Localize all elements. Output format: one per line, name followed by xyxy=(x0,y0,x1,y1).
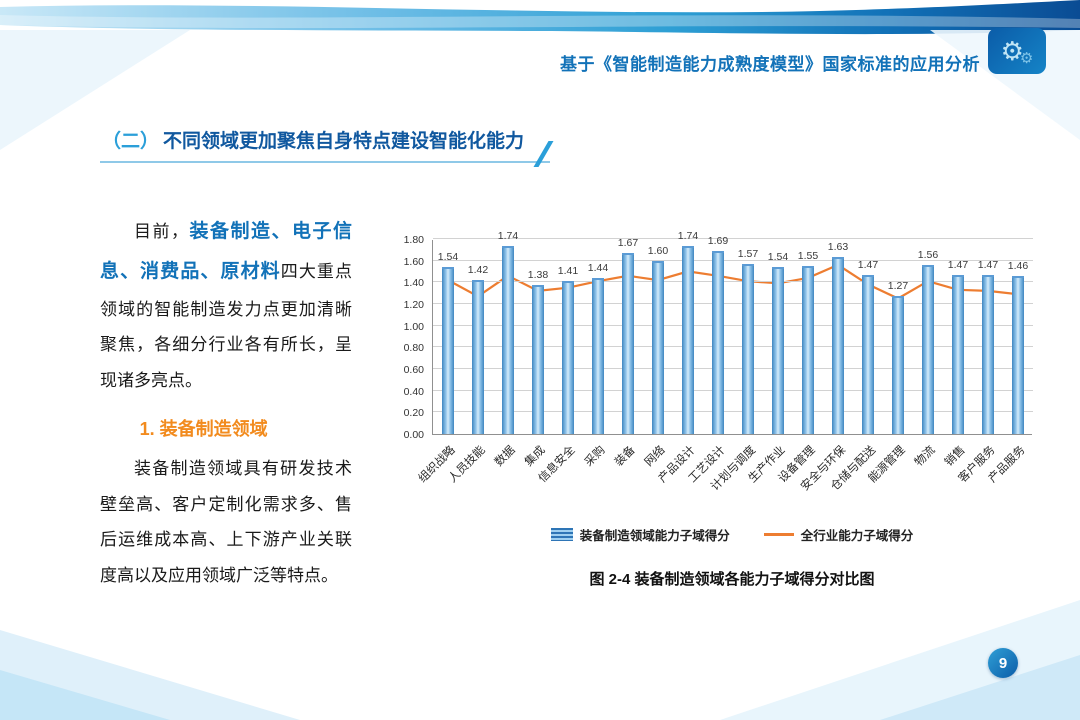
para1-prefix: 目前， xyxy=(134,222,190,241)
bar-value-label: 1.69 xyxy=(707,234,729,247)
bar-安全与环保 xyxy=(832,257,844,434)
y-tick-label: 1.20 xyxy=(403,299,424,311)
y-tick-label: 0.40 xyxy=(403,385,424,398)
y-tick-label: 1.80 xyxy=(403,234,424,246)
y-axis: 0.00 0.20 0.40 0.60 0.80 1.00 1.20 1.40 1.60 1.80 xyxy=(390,234,428,441)
x-axis-label-物流: 物流 xyxy=(912,444,938,469)
chart-area: 0.00 0.20 0.40 0.60 0.80 1.00 1.20 1.40 1.60 1.80… xyxy=(390,200,1050,519)
y-tick-label: 0.80 xyxy=(403,342,424,355)
bar-采购 xyxy=(592,278,604,434)
y-tick-label: 1.40 xyxy=(403,277,424,290)
bar-设备管理 xyxy=(802,266,814,434)
section-number: （二） xyxy=(102,131,160,152)
page-number: 9 xyxy=(998,654,1008,672)
y-tick-label: 0.60 xyxy=(403,364,424,376)
gridline xyxy=(433,238,1033,239)
bar-计划与调度 xyxy=(742,263,754,434)
gridline xyxy=(433,259,1033,261)
y-tick-label: 1.60 xyxy=(403,255,424,268)
bar-value-label: 1.44 xyxy=(587,262,609,274)
gridline xyxy=(433,281,1033,283)
gridline xyxy=(433,411,1033,413)
bottom-decoration xyxy=(0,600,1080,720)
bar-value-label: 1.47 xyxy=(857,258,879,271)
bar-仓储与配送 xyxy=(862,274,874,434)
gridline xyxy=(433,368,1033,369)
bar-value-label: 1.54 xyxy=(767,251,789,264)
header-title: 基于《智能制造能力成熟度模型》国家标准的应用分析 xyxy=(560,55,980,74)
body-text-column: 目前，装备制造、电子信息、消费品、原材料四大重点领域的智能制造发力点更加清晰聚焦… xyxy=(100,212,352,594)
bar-value-label: 1.55 xyxy=(797,250,819,263)
bar-value-label: 1.60 xyxy=(647,244,669,257)
y-tick-label: 1.00 xyxy=(403,320,424,333)
bar-value-label: 1.38 xyxy=(527,268,549,281)
chart-caption: 图 2-4 装备制造领域各能力子域得分对比图 xyxy=(589,571,875,588)
bar-数据 xyxy=(502,245,514,434)
gridline xyxy=(433,389,1033,391)
y-tick-label: 0.20 xyxy=(403,407,424,420)
legend-item-line: 全行业能力子域得分 xyxy=(763,525,914,544)
paragraph-1: 目前，装备制造、电子信息、消费品、原材料四大重点领域的智能制造发力点更加清晰聚焦… xyxy=(100,212,352,399)
x-axis-label-数据: 数据 xyxy=(492,444,518,469)
bar-组织战略 xyxy=(442,267,454,434)
x-axis-labels: 组织战略 人员技能 数据 集成 信息安全 采购 装备 网络 产品设计 工艺设计 计划与调度 生产作业设… xyxy=(417,435,1032,519)
gear-badge: ⚙ ⚙ xyxy=(988,28,1046,74)
page-number-badge: 9 xyxy=(988,648,1018,678)
paragraph-2: 装备制造领域具有研发技术壁垒高、客户定制化需求多、售后运维成本高、上下游产业关联… xyxy=(100,458,352,585)
gridline xyxy=(433,324,1033,326)
bar-value-label: 1.67 xyxy=(617,237,639,250)
bar-value-label: 1.47 xyxy=(947,258,969,271)
bar-网络 xyxy=(652,260,664,434)
bar-销售 xyxy=(952,274,964,434)
gridline xyxy=(433,303,1033,304)
chart-block: 0.00 0.20 0.40 0.60 0.80 1.00 1.20 1.40 1.60 1.80… xyxy=(390,200,1050,589)
bar-legend-marker-icon xyxy=(550,528,573,541)
bar-value-label: 1.46 xyxy=(1007,259,1029,272)
bar-value-label: 1.63 xyxy=(827,241,849,254)
bar-能源管理 xyxy=(892,296,904,434)
chart-legend: 装备制造领域能力子域得分 全行业能力子域得分 xyxy=(432,525,1032,544)
bar-产品设计 xyxy=(682,245,694,434)
gridline xyxy=(433,346,1033,348)
bar-value-label: 1.47 xyxy=(977,258,999,271)
legend-label: 全行业能力子域得分 xyxy=(800,529,914,543)
bar-集成 xyxy=(532,284,544,434)
top-decorative-band xyxy=(0,0,1080,35)
bar-信息安全 xyxy=(562,281,574,434)
y-tick-label: 0.00 xyxy=(403,429,424,441)
legend-label: 装备制造领域能力子域得分 xyxy=(579,529,730,543)
bar-物流 xyxy=(922,265,934,434)
bar-工艺设计 xyxy=(712,250,724,434)
x-axis-label-装备: 装备 xyxy=(612,444,638,469)
bar-生产作业 xyxy=(772,267,784,434)
line-legend-marker-icon xyxy=(763,533,794,536)
gear-icon-small: ⚙ xyxy=(1019,49,1034,67)
para1-rest: 四大重点领域的智能制造发力点更加清晰聚焦，各细分行业各有所长，呈现诸多亮点。 xyxy=(100,261,352,391)
plot-area: 1.54 1.42 1.74 1.38 1.41 1.44 1.67 1.60 1.74 1.69… xyxy=(432,230,1033,435)
bar-装备 xyxy=(622,253,634,434)
bar-value-label: 1.74 xyxy=(497,229,519,242)
bar-人员技能 xyxy=(472,280,484,434)
bar-value-label: 1.41 xyxy=(557,265,579,278)
para1-highlight: 装备制造、电子信息、消费品、原材料 xyxy=(100,221,352,282)
slash-decoration-icon xyxy=(533,141,554,167)
bar-value-label: 1.42 xyxy=(467,264,489,277)
bar-value-label: 1.57 xyxy=(737,247,759,260)
bar-客户服务 xyxy=(982,274,994,434)
x-axis-label-采购: 采购 xyxy=(582,444,608,469)
section-title: 不同领域更加聚焦自身特点建设智能化能力 xyxy=(163,131,525,152)
bar-value-label: 1.54 xyxy=(437,251,459,264)
bar-产品服务 xyxy=(1012,275,1024,434)
subsection-heading: 1. 装备制造领域 xyxy=(139,418,268,439)
bar-value-label: 1.74 xyxy=(677,229,699,242)
bar-value-label: 1.27 xyxy=(887,280,909,293)
bar-value-label: 1.56 xyxy=(917,249,939,261)
section-heading: （二） 不同领域更加聚焦自身特点建设智能化能力 xyxy=(100,126,554,167)
gear-icon: ⚙ xyxy=(1000,36,1024,66)
legend-item-bars: 装备制造领域能力子域得分 xyxy=(550,525,730,544)
